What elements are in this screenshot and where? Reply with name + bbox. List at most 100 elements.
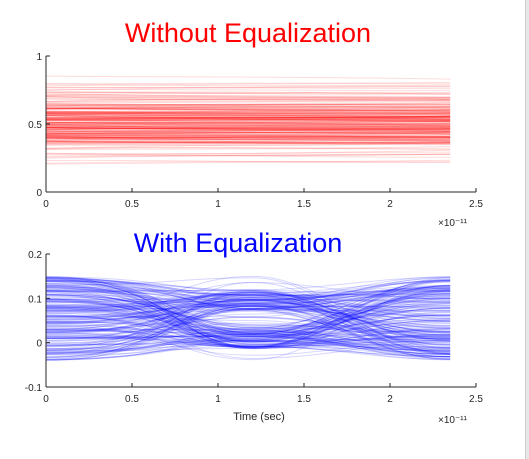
bottom-trace xyxy=(46,315,451,355)
bottom-trace xyxy=(46,327,451,350)
top-trace xyxy=(46,140,451,144)
bottom-y-tick-label: 0.1 xyxy=(28,294,42,305)
top-trace xyxy=(46,115,451,119)
bottom-trace xyxy=(46,290,451,324)
top-traces xyxy=(46,75,451,165)
bottom-trace xyxy=(46,314,451,354)
bottom-trace xyxy=(46,305,451,351)
top-trace xyxy=(46,124,451,129)
bottom-panel: 0 0.5 1 1.5 2 2.5-0.100.10.2 With Equalizatio… xyxy=(25,228,484,426)
top-trace xyxy=(46,134,451,138)
bottom-trace xyxy=(46,287,451,303)
top-trace xyxy=(46,126,451,129)
bottom-trace xyxy=(46,284,451,361)
bottom-trace xyxy=(46,285,451,350)
bottom-trace xyxy=(46,304,451,353)
bottom-trace xyxy=(46,283,451,345)
bottom-trace xyxy=(46,340,451,354)
top-trace xyxy=(46,131,451,136)
top-trace xyxy=(46,115,451,121)
top-trace xyxy=(46,113,451,119)
bottom-trace xyxy=(46,281,451,297)
top-trace xyxy=(46,136,451,140)
bottom-trace xyxy=(46,298,451,349)
bottom-trace xyxy=(46,276,451,334)
top-trace xyxy=(46,102,451,106)
bottom-x-tick-label: 0.5 xyxy=(125,394,139,405)
top-trace xyxy=(46,122,451,128)
top-trace xyxy=(46,114,451,117)
bottom-trace xyxy=(46,305,451,355)
top-trace xyxy=(46,132,451,135)
bottom-trace xyxy=(46,282,451,319)
top-trace xyxy=(46,123,451,127)
bottom-trace xyxy=(46,281,451,352)
top-trace xyxy=(46,133,451,139)
top-trace xyxy=(46,136,451,142)
bottom-trace xyxy=(46,302,451,323)
bottom-x-tick-label: 1.5 xyxy=(297,394,311,405)
top-trace xyxy=(46,115,451,121)
bottom-trace xyxy=(46,310,451,355)
bottom-trace xyxy=(46,300,451,341)
top-trace xyxy=(46,122,451,125)
top-trace xyxy=(46,75,451,80)
bottom-trace xyxy=(46,281,451,346)
top-trace xyxy=(46,159,451,165)
bottom-trace xyxy=(46,287,451,355)
bottom-trace xyxy=(46,301,451,340)
bottom-trace xyxy=(46,286,451,306)
bottom-trace xyxy=(46,292,451,342)
bottom-trace xyxy=(46,287,451,328)
top-trace xyxy=(46,95,451,99)
top-y-tick-label: 0 xyxy=(36,188,42,199)
top-trace xyxy=(46,127,451,131)
top-trace xyxy=(46,147,451,150)
bottom-trace xyxy=(46,306,451,339)
top-trace xyxy=(46,140,451,144)
bottom-trace xyxy=(46,300,451,333)
bottom-trace xyxy=(46,280,451,335)
bottom-chart-title: With Equalization xyxy=(134,228,343,258)
bottom-trace xyxy=(46,296,451,338)
top-trace xyxy=(46,126,451,129)
bottom-trace xyxy=(46,307,451,349)
bottom-trace xyxy=(46,320,451,338)
top-trace xyxy=(46,117,451,123)
top-trace xyxy=(46,128,451,134)
top-trace xyxy=(46,104,451,108)
bottom-trace xyxy=(46,292,451,338)
top-trace xyxy=(46,126,451,132)
bottom-trace xyxy=(46,300,451,321)
top-trace xyxy=(46,113,451,116)
bottom-trace xyxy=(46,323,451,347)
bottom-trace xyxy=(46,303,451,342)
top-trace xyxy=(46,106,451,110)
bottom-trace xyxy=(46,293,451,343)
bottom-x-tick-label: 2 xyxy=(387,394,393,405)
top-trace xyxy=(46,120,451,124)
top-trace xyxy=(46,116,451,120)
top-trace xyxy=(46,160,451,164)
top-trace xyxy=(46,105,451,109)
bottom-trace xyxy=(46,307,451,360)
top-trace xyxy=(46,111,451,114)
top-x-tick-label: 0 xyxy=(43,199,49,210)
top-trace xyxy=(46,103,451,106)
bottom-trace xyxy=(46,309,451,347)
top-trace xyxy=(46,107,451,113)
top-trace xyxy=(46,127,451,133)
top-trace xyxy=(46,104,451,110)
bottom-trace xyxy=(46,278,451,340)
bottom-trace xyxy=(46,285,451,334)
bottom-trace xyxy=(46,303,451,360)
top-trace xyxy=(46,121,451,125)
top-trace xyxy=(46,110,451,115)
bottom-trace xyxy=(46,298,451,334)
top-x-tick-label: 0.5 xyxy=(125,199,139,210)
top-trace xyxy=(46,88,451,92)
bottom-trace xyxy=(46,333,451,355)
top-trace xyxy=(46,118,451,121)
bottom-trace xyxy=(46,334,451,359)
top-trace xyxy=(46,112,451,116)
